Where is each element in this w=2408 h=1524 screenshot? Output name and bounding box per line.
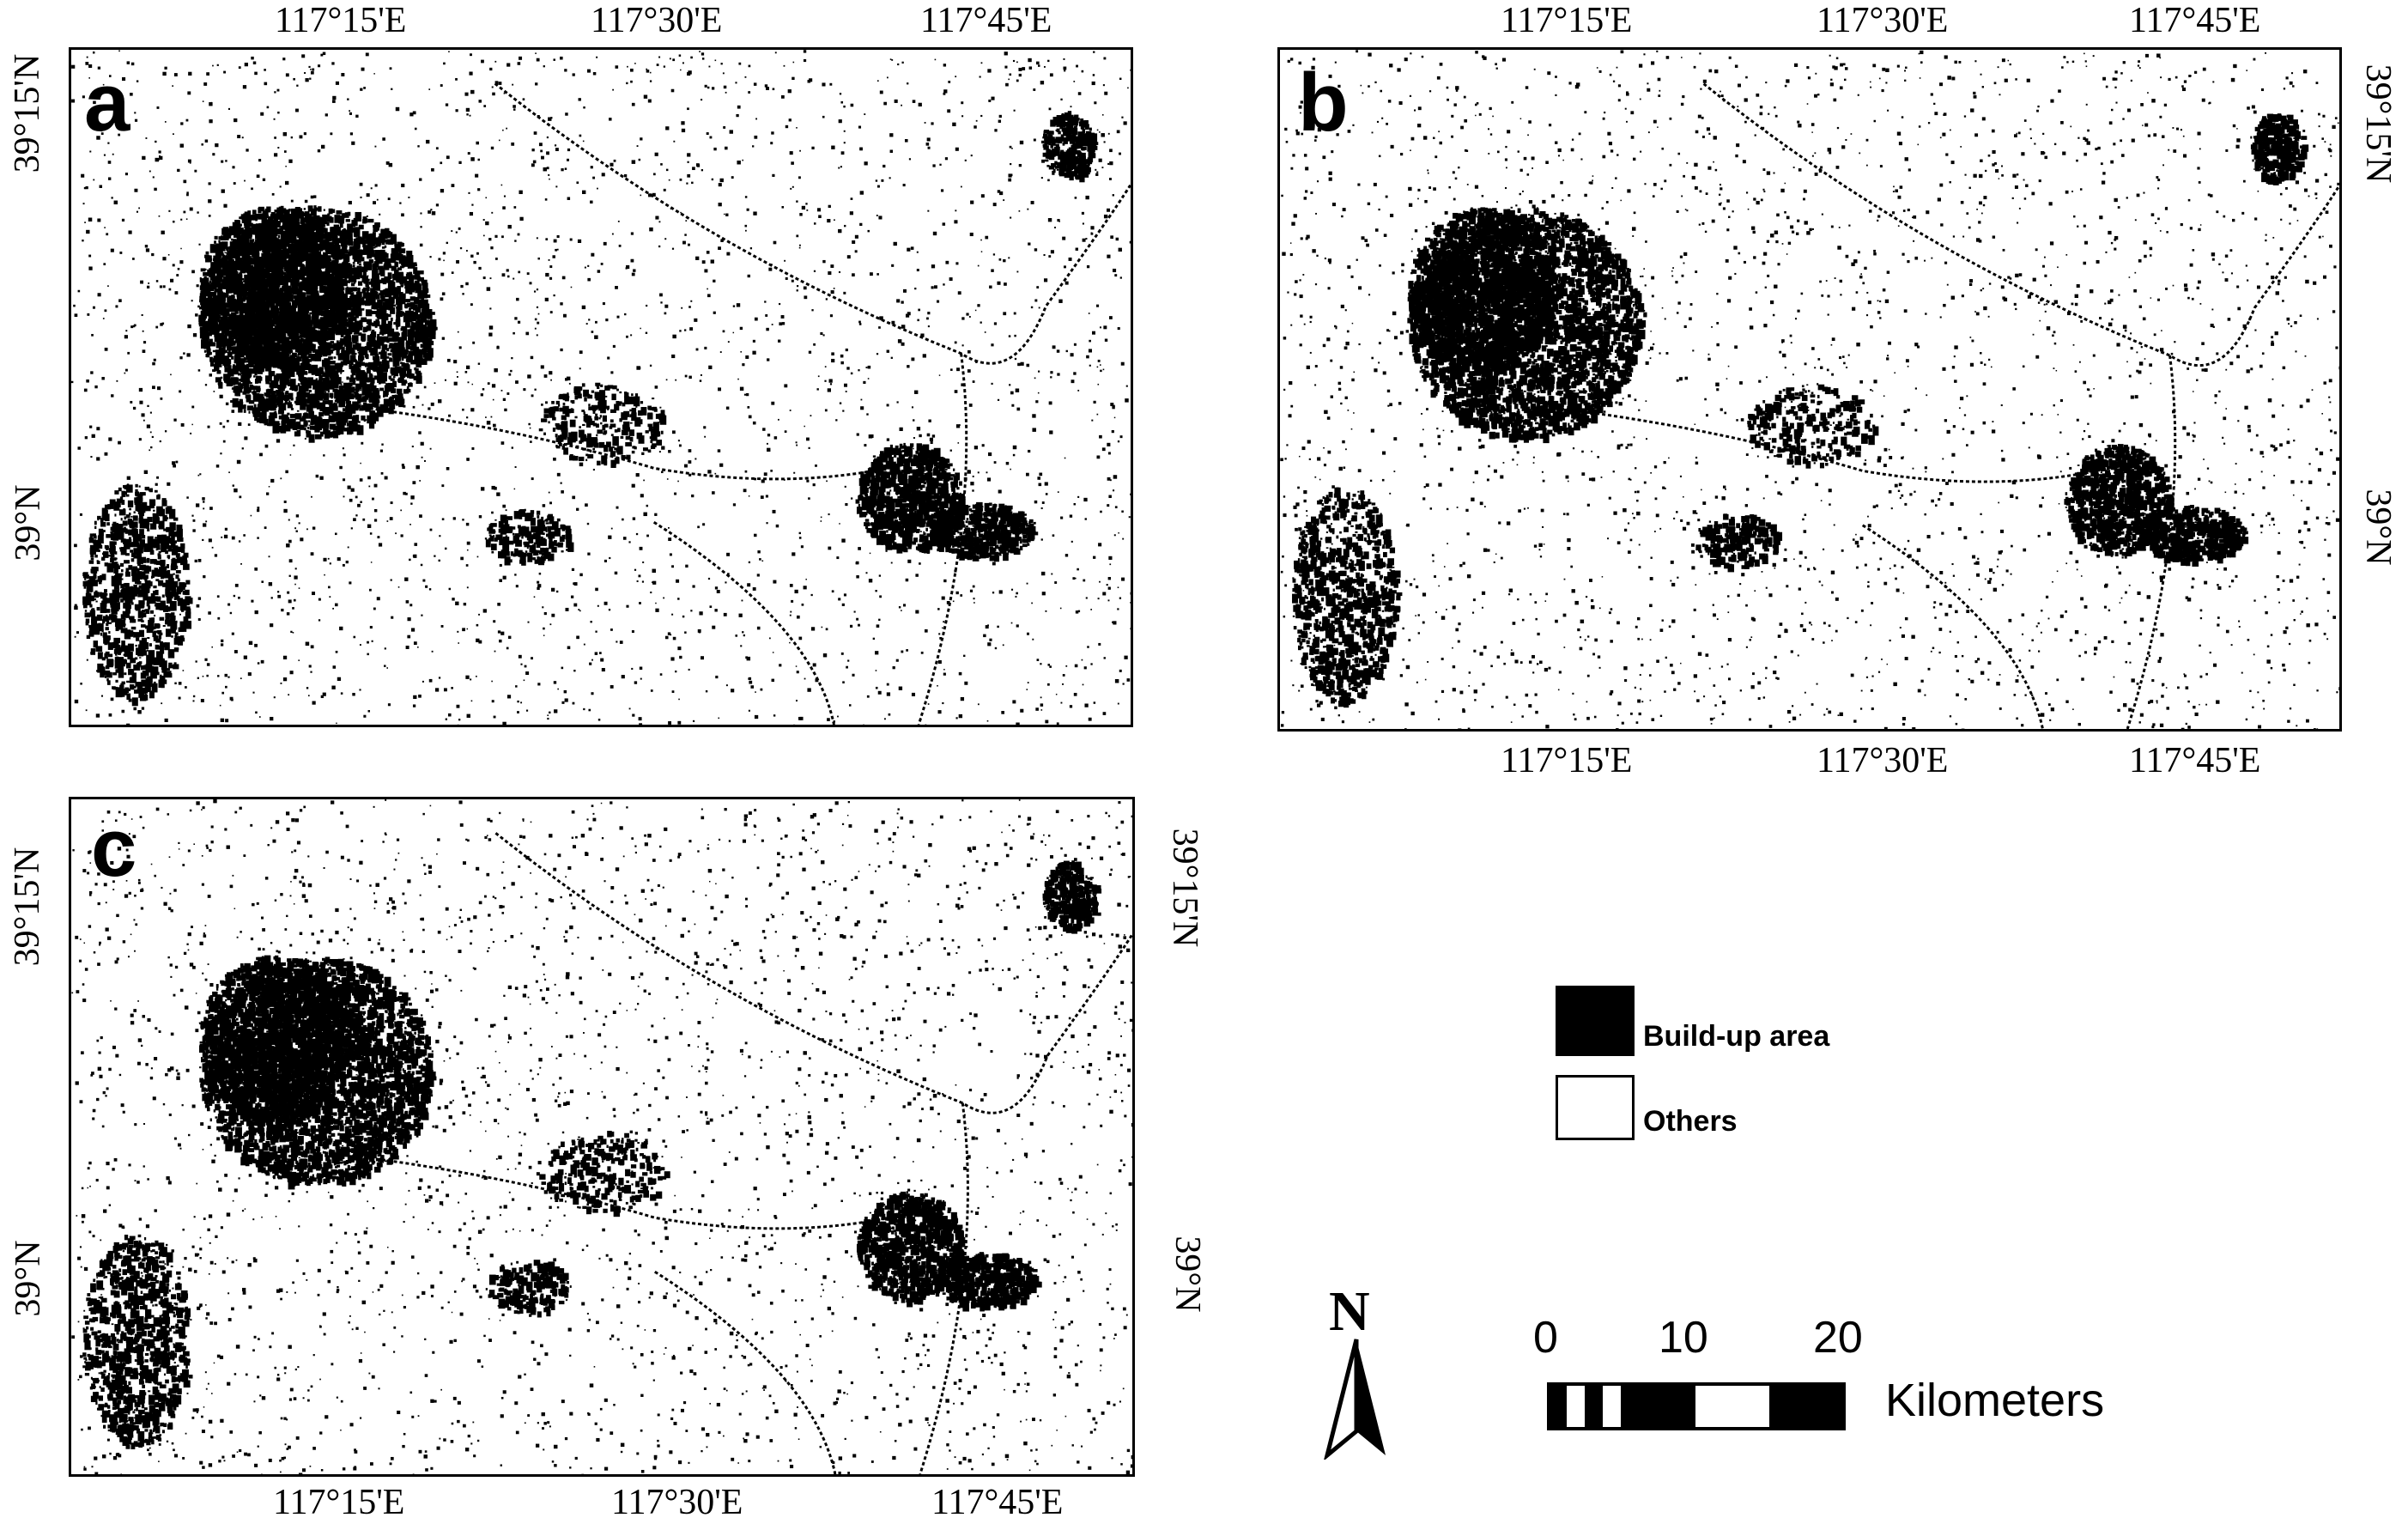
lon-label-b-bottom-1: 117°15'E	[1501, 740, 1632, 781]
scale-label-20: 20	[1813, 1312, 1863, 1363]
panel-label-b: b	[1298, 62, 1349, 144]
lon-label-a-2: 117°30'E	[591, 0, 722, 41]
map-panel-c	[69, 797, 1135, 1477]
lon-label-c-2: 117°30'E	[611, 1482, 743, 1523]
legend-swatch-built-up	[1556, 986, 1635, 1056]
lon-label-c-1: 117°15'E	[273, 1482, 404, 1523]
lon-label-b-bottom-3: 117°45'E	[2129, 740, 2260, 781]
lat-label-c-4: 39°N	[1167, 1218, 1208, 1330]
lon-label-b-bottom-2: 117°30'E	[1817, 740, 1948, 781]
lon-label-c-3: 117°45'E	[931, 1482, 1063, 1523]
scale-label-10: 10	[1659, 1312, 1708, 1363]
panel-label-a: a	[84, 62, 130, 144]
legend-label-built-up: Build-up area	[1643, 1020, 1829, 1053]
lon-label-a-3: 117°45'E	[920, 0, 1052, 41]
built-up-map-b	[1280, 50, 2339, 729]
lat-label-a-2: 39°N	[8, 467, 49, 579]
lat-label-c-2: 39°N	[8, 1223, 49, 1334]
legend-swatch-others	[1556, 1075, 1635, 1140]
panel-label-c: c	[91, 807, 136, 890]
map-panel-b	[1277, 47, 2342, 732]
lat-label-c-3: 39°15'N	[1164, 819, 1205, 956]
lon-label-a-1: 117°15'E	[275, 0, 406, 41]
scale-bar	[1547, 1382, 1846, 1430]
scale-label-0: 0	[1533, 1312, 1558, 1363]
legend-label-others: Others	[1643, 1105, 1738, 1138]
built-up-map-c	[71, 799, 1132, 1474]
lat-label-b-1: 39°15'N	[2357, 55, 2399, 192]
lat-label-a-1: 39°15'N	[7, 45, 48, 182]
north-arrow-icon	[1324, 1339, 1386, 1460]
lon-label-b-top-2: 117°30'E	[1817, 0, 1948, 41]
built-up-map-a	[71, 50, 1131, 725]
lat-label-c-1: 39°15'N	[7, 838, 48, 975]
lon-label-b-top-1: 117°15'E	[1501, 0, 1632, 41]
lat-label-b-2: 39°N	[2357, 471, 2399, 583]
lon-label-b-top-3: 117°45'E	[2129, 0, 2260, 41]
north-arrow-label: N	[1329, 1279, 1370, 1345]
map-panel-a	[69, 47, 1133, 727]
scale-unit-label: Kilometers	[1885, 1374, 2104, 1427]
